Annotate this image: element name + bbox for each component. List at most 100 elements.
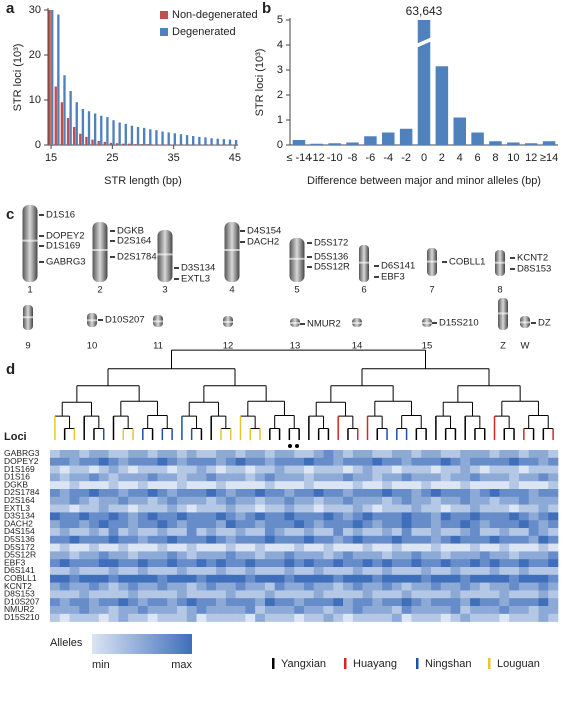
heatmap-cell: [206, 512, 217, 521]
locus-label: D8S153: [517, 264, 551, 275]
heatmap-cell: [89, 535, 100, 544]
heatmap-cell: [509, 512, 520, 521]
heatmap-cell: [538, 450, 549, 459]
locus-label: D15S210: [439, 318, 479, 329]
rows-title: Loci: [4, 431, 27, 443]
heatmap-cell: [245, 512, 256, 521]
heatmap-cell: [157, 520, 168, 529]
heatmap-cell: [431, 613, 442, 622]
heatmap-cell: [264, 496, 275, 505]
heatmap-cell: [391, 473, 402, 482]
bar: [112, 120, 115, 145]
heatmap-cell: [372, 450, 383, 459]
heatmap-cell: [147, 528, 158, 537]
heatmap-cell: [479, 489, 490, 498]
bar: [51, 10, 54, 145]
heatmap-cell: [118, 496, 129, 505]
heatmap-cell: [245, 535, 256, 544]
heatmap-cell: [372, 457, 383, 466]
heatmap-cell: [528, 504, 539, 513]
heatmap-cell: [421, 543, 432, 552]
heatmap-cell: [401, 457, 412, 466]
heatmap-cell: [528, 457, 539, 466]
heatmap-cell: [372, 496, 383, 505]
heatmap-cell: [391, 574, 402, 583]
heatmap-cell: [499, 574, 510, 583]
heatmap-cell: [167, 567, 178, 576]
heatmap-cell: [255, 567, 266, 576]
heatmap-cell: [450, 559, 461, 568]
heatmap-cell: [333, 504, 344, 513]
bar: [106, 117, 109, 145]
heatmap-cell: [489, 535, 500, 544]
heatmap-cell: [274, 598, 285, 607]
heatmap-cell: [89, 559, 100, 568]
heatmap-cell: [196, 481, 207, 490]
heatmap-cell: [323, 481, 334, 490]
heatmap-cell: [206, 465, 217, 474]
heatmap-cell: [89, 450, 100, 459]
heatmap-cell: [460, 559, 471, 568]
heatmap-cell: [450, 606, 461, 615]
bar: [60, 102, 64, 145]
bar: [328, 143, 341, 145]
heatmap-cell: [128, 481, 139, 490]
x-axis-label: Difference between major and minor allel…: [307, 175, 541, 187]
chromosome-band: [359, 261, 369, 264]
heatmap-cell: [59, 512, 70, 521]
heatmap-cell: [352, 582, 363, 591]
heatmap-cell: [206, 535, 217, 544]
heatmap-cell: [323, 567, 334, 576]
heatmap-cell: [450, 504, 461, 513]
heatmap-cell: [89, 551, 100, 560]
heatmap-cell: [137, 496, 148, 505]
heatmap-cell: [147, 535, 158, 544]
heatmap-cell: [421, 590, 432, 599]
heatmap-cell: [225, 574, 236, 583]
heatmap-cell: [333, 450, 344, 459]
heatmap-cell: [206, 481, 217, 490]
heatmap-cell: [284, 574, 295, 583]
heatmap-cell: [391, 559, 402, 568]
heatmap-cell: [284, 559, 295, 568]
heatmap-cell: [147, 512, 158, 521]
bar: [216, 138, 219, 145]
heatmap-cell: [294, 590, 305, 599]
heatmap-cell: [362, 590, 373, 599]
marker-dot: [288, 444, 292, 448]
bar: [109, 142, 113, 145]
heatmap-cell: [225, 457, 236, 466]
heatmap-cell: [538, 574, 549, 583]
bar: [173, 133, 176, 145]
heatmap-cell: [69, 582, 80, 591]
heatmap-cell: [343, 489, 354, 498]
heatmap-cell: [50, 567, 61, 576]
heatmap-cell: [323, 582, 334, 591]
heatmap-cell: [362, 598, 373, 607]
heatmap-cell: [284, 535, 295, 544]
heatmap-cell: [518, 535, 529, 544]
heatmap-cell: [333, 590, 344, 599]
heatmap-cell: [79, 567, 90, 576]
chromosome-number: 8: [497, 285, 502, 296]
heatmap-cell: [362, 613, 373, 622]
heatmap-cell: [323, 606, 334, 615]
heatmap-cell: [147, 489, 158, 498]
heatmap-cell: [274, 551, 285, 560]
heatmap-cell: [264, 481, 275, 490]
row-label: D1S16: [4, 472, 30, 482]
heatmap-cell: [538, 473, 549, 482]
heatmap-cell: [391, 613, 402, 622]
heatmap-cell: [79, 457, 90, 466]
heatmap-cell: [274, 590, 285, 599]
heatmap-cell: [479, 606, 490, 615]
heatmap-cell: [411, 457, 422, 466]
heatmap-cell: [391, 457, 402, 466]
heatmap-cell: [59, 504, 70, 513]
heatmap-cell: [372, 590, 383, 599]
heatmap-cell: [479, 598, 490, 607]
x-tick-label: -12: [309, 152, 325, 164]
locus-label: D5S136: [314, 252, 348, 263]
bar: [310, 143, 324, 145]
heatmap-cell: [470, 450, 481, 459]
